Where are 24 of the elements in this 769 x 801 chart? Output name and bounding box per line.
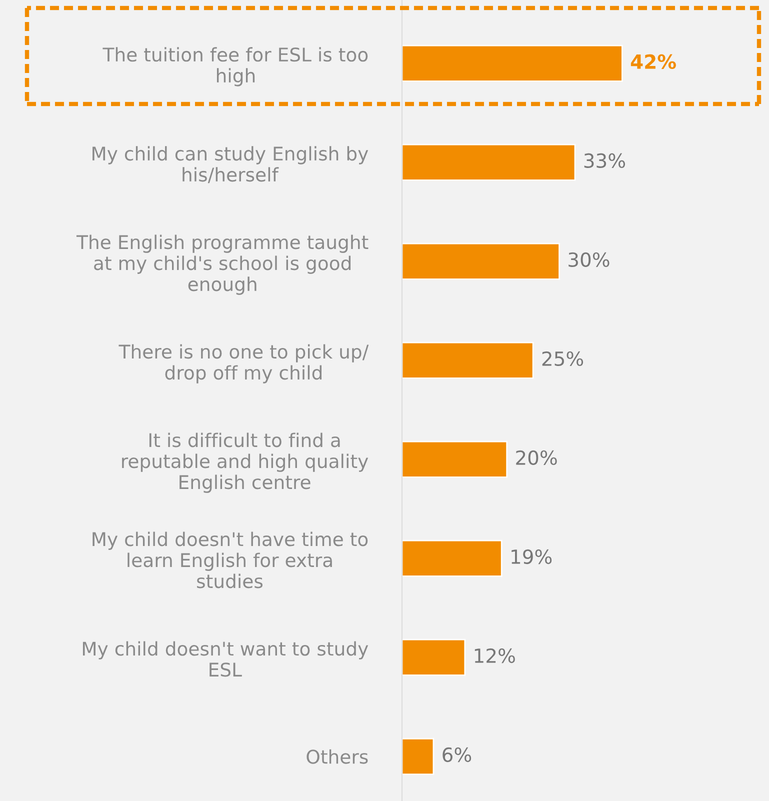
y-tick-label: It is difficult to find a reputable and high quality English centre <box>122 432 368 493</box>
bar <box>402 440 508 478</box>
bar <box>402 638 466 676</box>
data-label: 20% <box>516 450 557 466</box>
data-label: 25% <box>542 351 584 366</box>
y-tick-label: My child can study English by his/herself <box>92 146 368 184</box>
y-tick-label: There is no one to pick up/ drop off my child <box>118 344 369 384</box>
y-tick-label: The English programme taught at my child's school is good enough <box>76 234 368 295</box>
y-tick-label: My child doesn't want to study ESL <box>82 641 368 677</box>
data-label: 33% <box>584 153 626 168</box>
bar <box>402 44 623 82</box>
data-label: 42% <box>630 54 676 70</box>
y-tick-label: Others <box>306 749 368 764</box>
data-label: 6% <box>442 747 472 762</box>
bar <box>402 738 434 775</box>
bar <box>402 342 534 379</box>
bar <box>402 144 576 181</box>
data-label: 30% <box>568 252 610 268</box>
bar <box>402 242 560 280</box>
data-label: 12% <box>474 648 515 664</box>
y-tick-label: My child doesn't have time to learn English for extra studies <box>92 532 368 588</box>
data-label: 19% <box>512 549 552 564</box>
bar <box>402 540 502 577</box>
y-tick-label: The tuition fee for ESL is too high <box>102 47 368 86</box>
